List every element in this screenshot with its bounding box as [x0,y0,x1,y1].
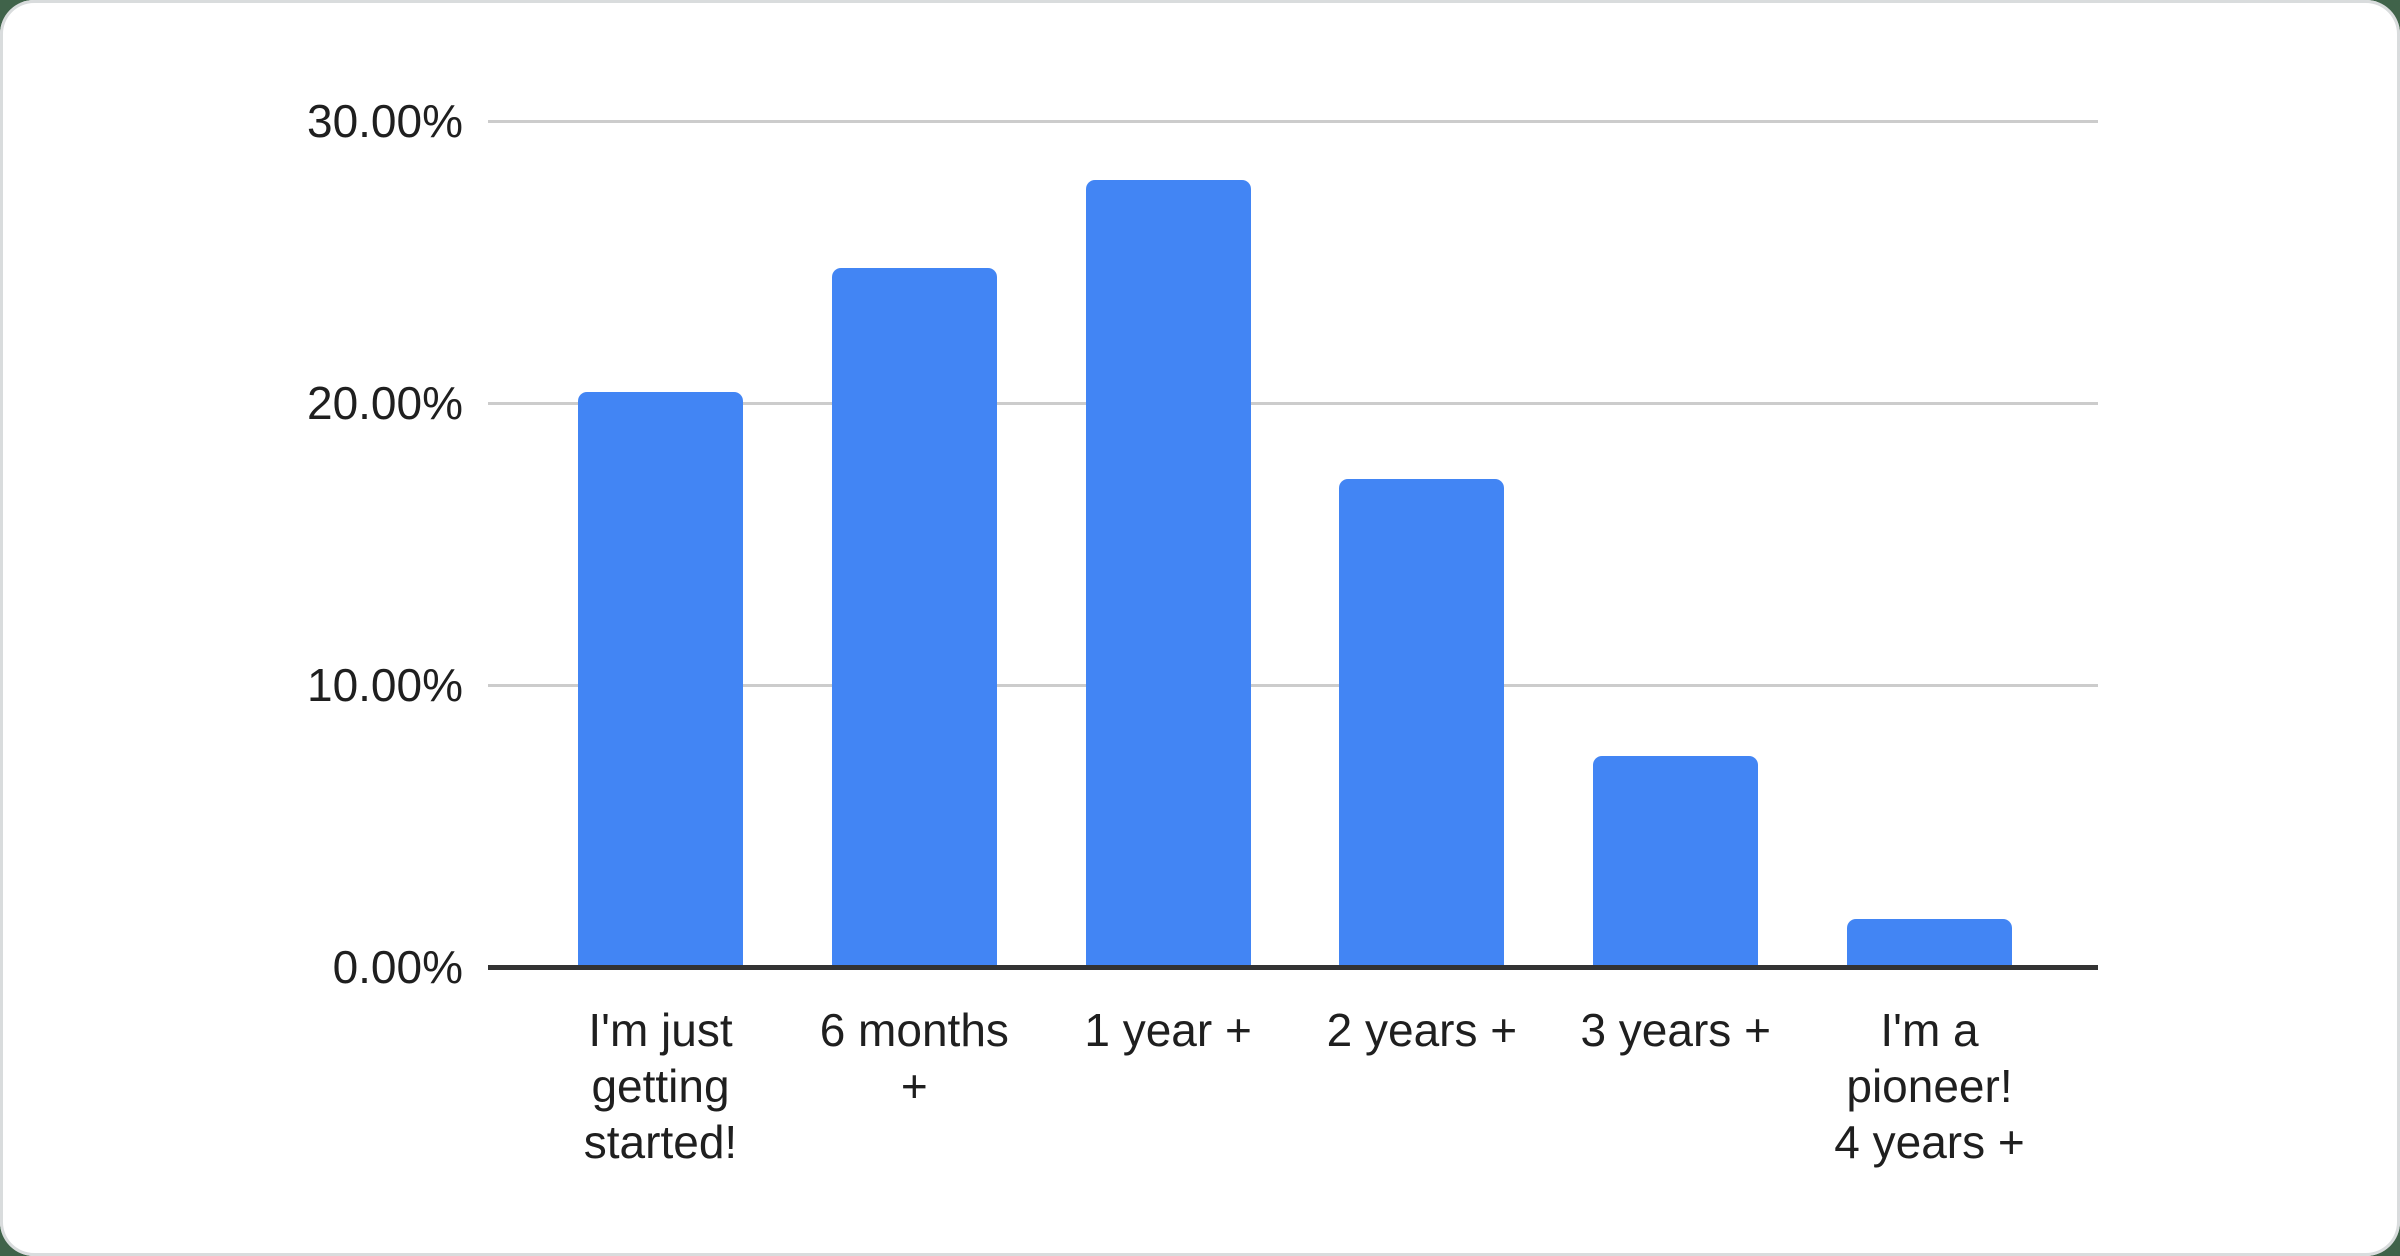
y-axis-tick-label: 10.00% [306,659,463,711]
bar-1 [578,391,743,967]
x-axis-category-label: 3 years + [1506,1002,1846,1058]
x-axis-category-label-line: 6 months [819,1004,1009,1056]
x-axis-category-label: I'm just getting started! [491,1002,831,1170]
x-axis-category-label-line: 1 year + [1084,1004,1252,1056]
gridline [488,119,2098,123]
gridline [488,401,2098,405]
x-axis-category-label-line: 3 years + [1580,1004,1771,1056]
bar-3 [1085,180,1251,967]
x-axis-baseline [488,965,2098,970]
x-axis-category-label-line: 2 years + [1326,1004,1518,1056]
bar-6 [1847,919,2012,967]
x-axis-category-label: I'm a pioneer! 4 years + [1760,1002,2100,1170]
bar-5 [1593,755,1759,967]
y-axis-tick-label: 30.00% [306,95,463,147]
bar-2 [831,267,997,967]
x-axis-category-label-line: 4 years + [1834,1116,2025,1168]
x-axis-category-label-line: + [900,1060,928,1112]
x-axis-category-label: 6 months + [744,1002,1084,1114]
x-axis-category-label-line: getting [591,1060,730,1112]
x-axis-category-label-line: started! [583,1116,738,1168]
x-axis-category-label: 2 years + [1252,1002,1592,1058]
bar-4 [1339,479,1505,967]
y-axis-tick-label: 20.00% [306,377,463,429]
gridline [488,683,2098,687]
x-axis-category-label-line: pioneer! [1846,1060,2013,1112]
x-axis-category-label-line: I'm a [1880,1004,1979,1056]
y-axis-tick-label: 0.00% [332,941,463,993]
x-axis-category-label: 1 year + [998,1002,1338,1058]
x-axis-category-label-line: I'm just [588,1004,733,1056]
